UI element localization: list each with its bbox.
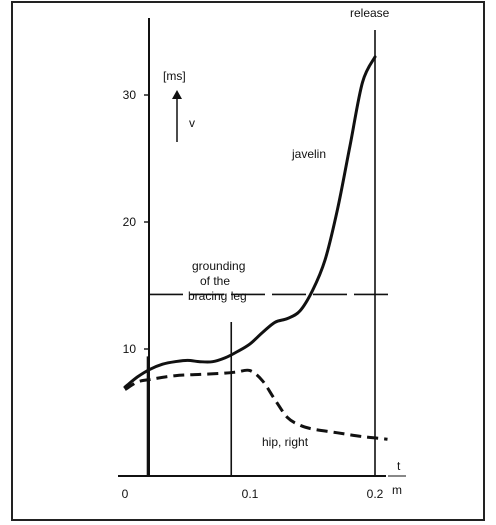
hip-right-velocity-curve (124, 368, 388, 441)
release-label: release (350, 6, 390, 20)
series-label-javelin: javelin (291, 147, 326, 161)
y-tick-label: 10 (123, 342, 137, 356)
y-tick-label: 30 (123, 88, 137, 102)
series-label-hip-right: hip, right (262, 435, 309, 449)
y-tick-label: 20 (123, 215, 137, 229)
arrow-head-icon (172, 90, 182, 99)
grounding-label-1: grounding (192, 259, 245, 273)
axis-ticks: 10 20 30 0 0.1 0.2 (122, 88, 384, 501)
x-tick-label: 0.2 (367, 487, 384, 501)
x-tick-label: 0.1 (242, 487, 259, 501)
grounding-label-2: of the (200, 274, 230, 288)
x-axis-unit: m (392, 483, 402, 497)
reference-lines (146, 30, 390, 476)
x-axis-label: t (397, 459, 401, 473)
figure-border (11, 1, 485, 521)
y-axis-symbol: v (189, 116, 195, 130)
grounding-label-3: bracing leg (188, 289, 247, 303)
javelin-velocity-curve (123, 55, 377, 389)
x-tick-label: 0 (122, 487, 129, 501)
series-lines (123, 55, 388, 441)
y-axis-unit: [ms] (163, 69, 186, 83)
